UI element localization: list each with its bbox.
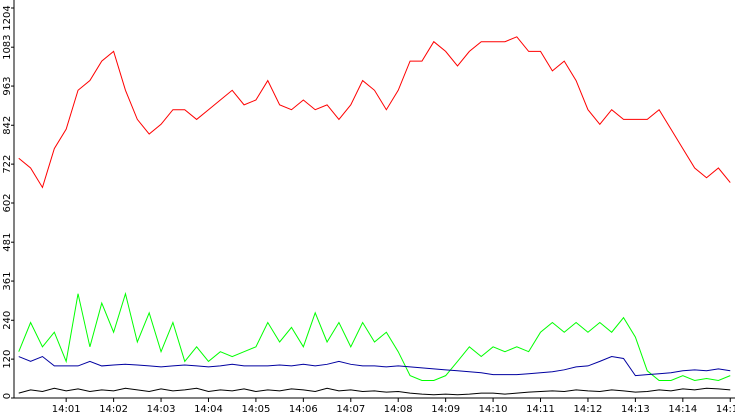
y-tick-label: 1083 [2,34,13,59]
x-tick-label: 14:12 [574,404,603,415]
y-tick-label: 240 [2,311,13,330]
y-tick-label: 602 [2,193,13,212]
series-line [18,387,731,396]
x-tick-label: 14:10 [479,404,508,415]
y-tick-label: 842 [2,116,13,135]
series-line [18,355,731,377]
x-tick-label: 14:07 [336,404,365,415]
x-tick-label: 14:09 [431,404,460,415]
y-tick-label: 722 [2,155,13,174]
y-tick-label: 481 [2,233,13,252]
y-tick-label: 1204 [2,5,13,30]
x-tick-label: 14:04 [194,404,223,415]
series-line [18,291,731,382]
y-tick-label: 120 [2,350,13,369]
x-tick-label: 14:11 [526,404,555,415]
y-tick-label: 361 [2,272,13,291]
x-tick-label: 14:08 [384,404,413,415]
x-tick-label: 14:13 [621,404,650,415]
series-line [18,36,731,189]
x-tick-label: 14:01 [52,404,81,415]
x-tick-label: 14:02 [99,404,128,415]
x-tick-label: 14:05 [242,404,271,415]
x-tick-label: 14:03 [147,404,176,415]
x-tick-label: 14:14 [668,404,697,415]
x-tick-label: 14:15 [716,404,735,415]
y-tick-label: 963 [2,77,13,96]
y-tick-label: 0 [2,393,13,399]
x-tick-label: 14:06 [289,404,318,415]
